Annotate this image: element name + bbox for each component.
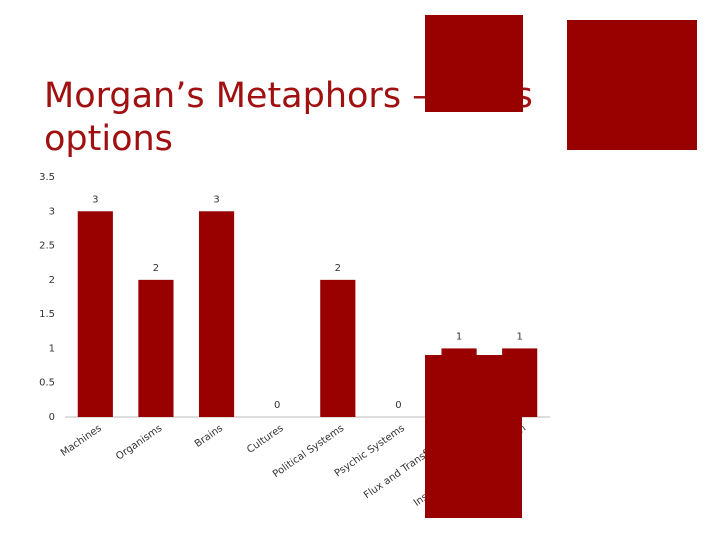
data-label: 0 <box>395 400 401 411</box>
y-tick-label: 3 <box>49 206 55 217</box>
y-tick-label: 3.5 <box>39 172 55 183</box>
x-tick-label: Cultures <box>245 423 285 456</box>
data-label: 1 <box>517 331 523 342</box>
y-tick-label: 0.5 <box>39 378 55 389</box>
x-tick-label: Organisms <box>114 423 164 463</box>
slide-title-line: options <box>44 119 173 159</box>
data-label: 3 <box>92 194 98 205</box>
x-tick-label: Machines <box>59 423 104 459</box>
data-label: 0 <box>274 400 280 411</box>
y-tick-label: 2 <box>49 275 55 286</box>
data-label: 2 <box>335 263 341 274</box>
bar <box>198 211 235 417</box>
decor-block <box>567 20 697 150</box>
data-label: 3 <box>213 194 219 205</box>
y-tick-label: 0 <box>49 412 55 423</box>
y-tick-label: 1.5 <box>39 309 55 320</box>
bar <box>320 279 356 417</box>
x-tick-label: Brains <box>193 423 225 450</box>
y-tick-label: 2.5 <box>39 241 55 252</box>
bar <box>138 279 174 417</box>
decor-block <box>425 15 523 112</box>
data-label: 1 <box>456 331 462 342</box>
bar <box>77 211 113 417</box>
decor-block <box>425 355 522 518</box>
y-tick-label: 1 <box>49 343 55 354</box>
data-label: 2 <box>153 263 159 274</box>
